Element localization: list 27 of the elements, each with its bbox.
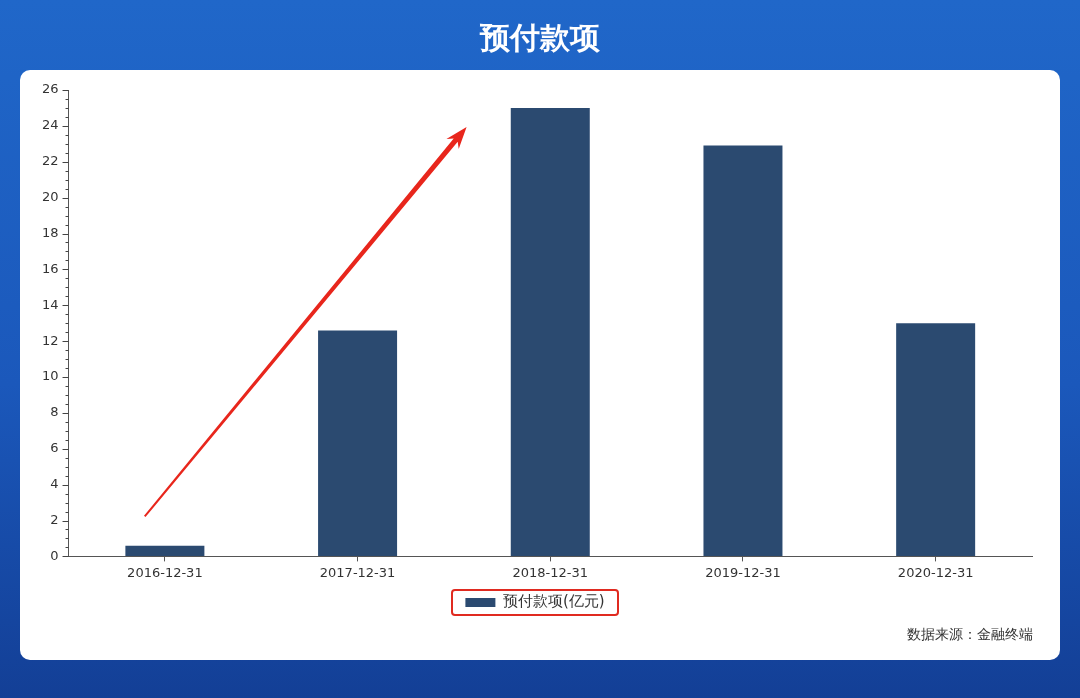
bar (318, 330, 398, 556)
x-tick-label: 2016-12-31 (127, 564, 203, 580)
y-tick-label: 4 (50, 476, 59, 492)
bar (510, 107, 590, 556)
y-tick-label: 26 (42, 81, 59, 97)
chart-title: 预付款项 (478, 19, 601, 57)
source-note: 数据来源：金融终端 (907, 625, 1033, 642)
y-tick-label: 6 (50, 440, 59, 456)
bar (703, 145, 783, 556)
y-tick-label: 12 (42, 332, 59, 348)
bar (125, 545, 205, 556)
y-tick-label: 16 (42, 260, 59, 276)
bar (896, 323, 976, 556)
y-tick-label: 8 (50, 404, 59, 420)
y-tick-label: 20 (42, 189, 59, 205)
y-tick-label: 22 (42, 153, 59, 169)
legend-label: 预付款项(亿元) (502, 592, 605, 611)
y-tick-label: 14 (42, 296, 59, 312)
x-tick-label: 2018-12-31 (512, 564, 589, 580)
y-tick-label: 18 (42, 224, 59, 240)
y-tick-label: 24 (42, 117, 59, 133)
y-tick-label: 10 (42, 368, 59, 384)
y-tick-label: 2 (50, 511, 59, 527)
x-tick-label: 2019-12-31 (705, 564, 781, 580)
x-tick-label: 2020-12-31 (897, 564, 974, 580)
x-tick-label: 2017-12-31 (319, 564, 396, 580)
y-tick-label: 0 (50, 547, 59, 563)
